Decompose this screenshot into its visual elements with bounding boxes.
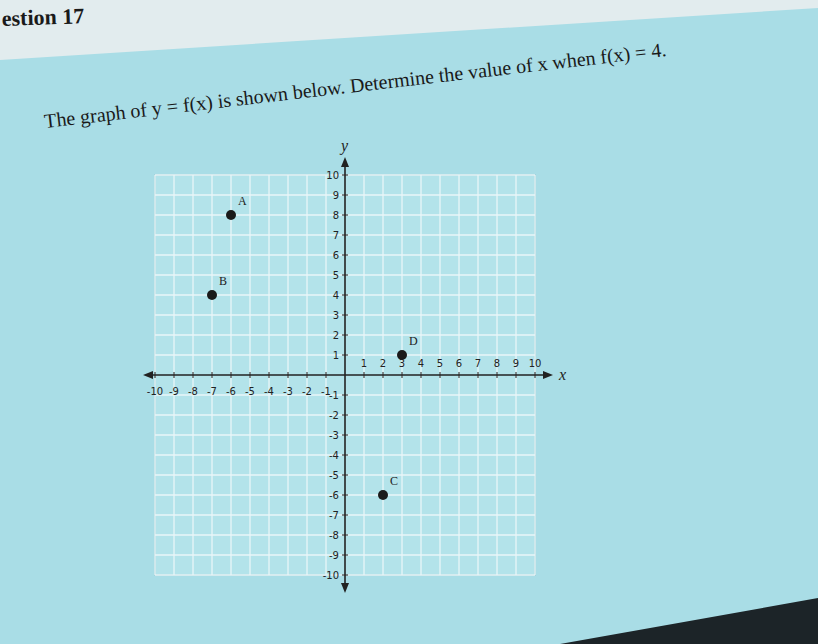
point	[397, 350, 407, 360]
desk	[560, 598, 818, 644]
point-label: D	[409, 334, 418, 348]
point	[226, 210, 236, 220]
tick-label-x: -3	[283, 386, 293, 397]
x-axis	[147, 374, 549, 376]
tick-label-x: 2	[380, 358, 386, 369]
tick-label-x: 6	[456, 358, 462, 369]
tick-label-y: -5	[329, 470, 339, 481]
y-axis	[344, 161, 346, 589]
tick-label-x: -6	[226, 386, 236, 397]
tick-label-y: -9	[329, 550, 339, 561]
tick-label-x: -2	[302, 386, 312, 397]
tick-label-x: 4	[418, 358, 424, 369]
point-label: A	[238, 194, 247, 208]
tick-label-x: -5	[245, 386, 255, 397]
chart-root: estion 17 The graph of y = f(x) is shown …	[0, 0, 818, 644]
tick-label-x: 10	[529, 358, 542, 369]
tick-label-y: 1	[333, 350, 339, 361]
tick-label-x: -10	[147, 386, 163, 397]
tick-label-y: -10	[323, 570, 339, 581]
tick-label-y: 7	[333, 230, 339, 241]
tick-label-y: 3	[333, 310, 339, 321]
tick-label-y: -8	[329, 530, 339, 541]
tick-label-x: 1	[361, 358, 367, 369]
question: The graph of y = f(x) is shown below. De…	[43, 38, 668, 133]
points	[207, 210, 407, 500]
arrow	[341, 583, 349, 593]
tick-label-y: 4	[333, 290, 339, 301]
paper	[0, 0, 818, 644]
tick-label-x: 7	[475, 358, 481, 369]
title: estion 17	[1, 3, 84, 31]
arrow	[543, 371, 553, 379]
point-label: C	[390, 474, 398, 488]
tick-label-y: -3	[329, 430, 339, 441]
point	[378, 490, 388, 500]
tick-label-y: 8	[333, 210, 339, 221]
header-band	[0, 0, 818, 60]
tick-label-y: 10	[326, 170, 339, 181]
tick-label-y: -7	[329, 510, 339, 521]
tick-label-y: 5	[333, 270, 339, 281]
tick-label-x: 5	[437, 358, 443, 369]
y-axis-label: y	[339, 137, 349, 155]
x-axis-label: x	[558, 366, 566, 383]
tick-label-y: 2	[333, 330, 339, 341]
tick-label-y: -1	[329, 390, 339, 401]
tick-label-x: -9	[169, 386, 179, 397]
tick-label-y: 9	[333, 190, 339, 201]
tick-label-y: -2	[329, 410, 339, 421]
point-label: B	[219, 274, 227, 288]
arrow	[341, 157, 349, 167]
tick-label-x: -8	[188, 386, 198, 397]
tick-label-x: -4	[264, 386, 274, 397]
tick-label-y: -4	[329, 450, 339, 461]
tick-label-x: 9	[513, 358, 519, 369]
tick-label-y: -6	[329, 490, 339, 501]
tick-label-y: 6	[333, 250, 339, 261]
point	[207, 290, 217, 300]
tick-label-x: 8	[494, 358, 500, 369]
arrow	[143, 371, 153, 379]
tick-label-x: -7	[207, 386, 217, 397]
